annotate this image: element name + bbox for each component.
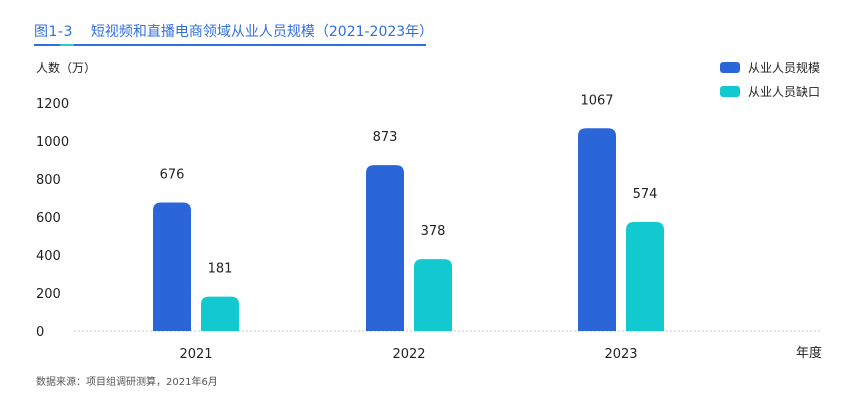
x-tick-label: 2022 (392, 347, 425, 362)
data-label: 574 (633, 187, 658, 202)
bar-gap (626, 221, 664, 331)
x-tick-label: 2023 (604, 347, 637, 362)
x-axis-label: 年度 (796, 345, 822, 361)
data-label: 181 (208, 262, 233, 277)
y-tick-label: 400 (36, 249, 61, 264)
legend-item-scale: 从业人员规模 (720, 60, 821, 75)
data-label: 378 (421, 224, 446, 239)
figure-title-row: 图1-3 短视频和直播电商领域从业人员规模（2021-2023年） (34, 20, 433, 42)
data-label: 873 (373, 130, 398, 145)
legend: 从业人员规模 从业人员缺口 (720, 60, 820, 108)
figure-label: 图1-3 (34, 24, 73, 40)
legend-label-scale: 从业人员规模 (748, 60, 821, 75)
data-label: 1067 (580, 93, 613, 108)
data-source-note: 数据来源：项目组调研测算，2021年6月 (36, 377, 218, 388)
y-tick-label: 1000 (36, 135, 69, 150)
title-underline (34, 44, 426, 46)
y-tick-label: 800 (36, 173, 61, 188)
bar-gap (414, 259, 452, 331)
data-label: 676 (160, 168, 185, 183)
y-tick-label: 1200 (36, 97, 69, 112)
legend-swatch-gap (720, 85, 740, 97)
x-tick-label: 2021 (179, 347, 212, 362)
chart-title: 短视频和直播电商领域从业人员规模（2021-2023年） (90, 24, 434, 40)
title-underline-accent (60, 44, 74, 46)
legend-swatch-scale (720, 61, 740, 73)
bar-scale (153, 202, 191, 331)
y-tick-label: 600 (36, 211, 61, 226)
y-tick-label: 0 (36, 325, 44, 340)
bar-scale (578, 128, 616, 331)
legend-label-gap: 从业人员缺口 (748, 84, 821, 99)
bar-scale (366, 165, 404, 331)
legend-item-gap: 从业人员缺口 (720, 84, 821, 99)
y-tick-label: 200 (36, 287, 61, 302)
bar-gap (201, 296, 239, 331)
y-axis-label: 人数（万） (36, 61, 97, 75)
